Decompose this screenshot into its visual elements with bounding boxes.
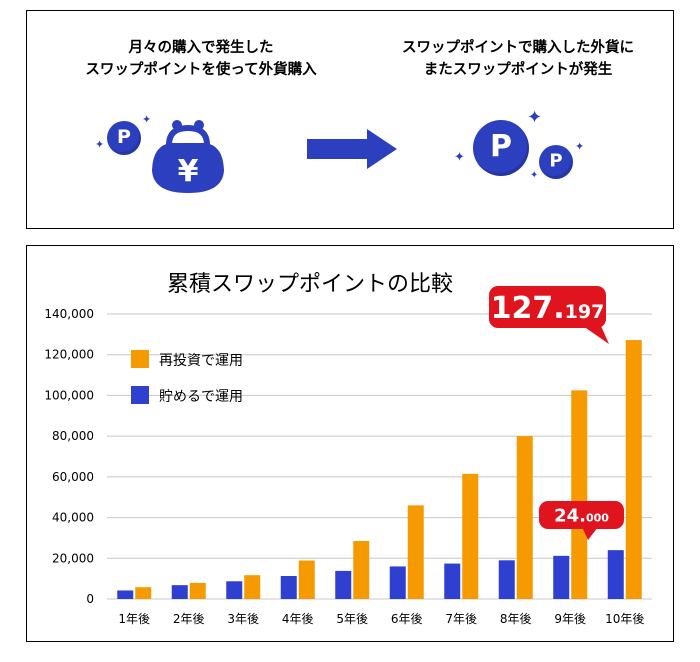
chart-panel: 累積スワップポイントの比較 0 20,000 40,000 60,000 80,000 1… [26, 245, 674, 642]
bar-save [553, 555, 570, 599]
bar-save [171, 585, 188, 599]
x-tick-label: 8年後 [500, 612, 532, 626]
swap-point-coin-large-icon: P [473, 120, 529, 176]
bar-save [389, 566, 406, 599]
value-callout: 24.000 [539, 501, 624, 540]
left-caption-line2: スワップポイントを使って外貨購入 [85, 62, 317, 78]
x-tick-label: 9年後 [554, 612, 586, 626]
bar-save [117, 590, 134, 599]
legend-label: 貯めるで運用 [159, 389, 243, 405]
bar-reinvest [516, 436, 533, 599]
bar-save [335, 570, 352, 599]
chart-title: 累積スワップポイントの比較 [167, 272, 454, 297]
callout-tail [582, 527, 598, 540]
bar-reinvest [353, 540, 370, 599]
bar-reinvest [189, 582, 206, 599]
bar-reinvest [244, 575, 261, 599]
sparkle-icon: ✦ [530, 170, 539, 181]
legend-label: 再投資で運用 [159, 353, 243, 369]
yen-symbol: ¥ [178, 154, 199, 189]
y-tick-label: 60,000 [52, 470, 94, 484]
x-tick-label: 2年後 [173, 612, 205, 626]
value-callout: 127.197 [489, 286, 609, 344]
right-caption: スワップポイントで購入した外貨に またスワップポイントが発生 [373, 37, 663, 81]
swap-point-coin-small-icon: P [539, 145, 573, 179]
y-tick-label: 80,000 [52, 429, 94, 443]
y-tick-label: 0 [86, 592, 94, 606]
bar-save [607, 550, 624, 599]
bar-save [498, 560, 515, 599]
left-caption: 月々の購入で発生した スワップポイントを使って外貨購入 [51, 37, 351, 81]
y-tick-label: 40,000 [52, 511, 94, 525]
bar-save [280, 575, 297, 599]
bar-chart: 0 20,000 40,000 60,000 80,000 100,000 120,000 1… [44, 286, 652, 626]
swap-point-coin-icon: P [107, 121, 141, 155]
sparkle-icon: ✦ [527, 107, 543, 128]
bar-reinvest [135, 587, 152, 599]
callout-value: 127.197 [491, 291, 605, 326]
legend-swatch [131, 386, 149, 404]
arrow-right-icon [307, 129, 397, 169]
x-tick-label: 7年後 [445, 612, 477, 626]
x-tick-label: 10年後 [605, 612, 644, 626]
bar-reinvest [462, 473, 479, 599]
callout-bubble [539, 501, 624, 529]
explanation-panel: 月々の購入で発生した スワップポイントを使って外貨購入 ✦ P ✦ ¥ スワップ… [26, 10, 674, 229]
sparkle-icon: ✦ [95, 138, 105, 151]
y-tick-label: 100,000 [44, 388, 94, 402]
bar-save [444, 563, 461, 599]
bar-reinvest [571, 390, 588, 599]
yen-purse-icon: ¥ [152, 120, 224, 193]
sparkle-icon: ✦ [454, 150, 465, 165]
x-tick-label: 3年後 [227, 612, 259, 626]
sparkle-icon: ✦ [142, 113, 152, 126]
y-tick-label: 120,000 [44, 348, 94, 362]
x-tick-label: 1年後 [118, 612, 150, 626]
right-caption-line2: またスワップポイントが発生 [423, 62, 613, 78]
bar-reinvest [298, 560, 315, 599]
y-tick-label: 20,000 [52, 551, 94, 565]
bar-save [226, 581, 243, 599]
bar-reinvest [407, 505, 424, 599]
right-caption-line1: スワップポイントで購入した外貨に [402, 40, 634, 56]
callout-value: 24.000 [554, 505, 609, 526]
y-tick-label: 140,000 [44, 307, 94, 321]
bar-reinvest [625, 340, 642, 599]
sparkle-icon: ✦ [575, 140, 585, 153]
x-tick-label: 5年後 [336, 612, 368, 626]
x-tick-label: 4年後 [282, 612, 314, 626]
legend-swatch [131, 350, 149, 368]
left-caption-line1: 月々の購入で発生した [128, 40, 274, 56]
callout-bubble [489, 286, 606, 328]
x-tick-label: 6年後 [391, 612, 423, 626]
callout-tail [583, 326, 609, 344]
